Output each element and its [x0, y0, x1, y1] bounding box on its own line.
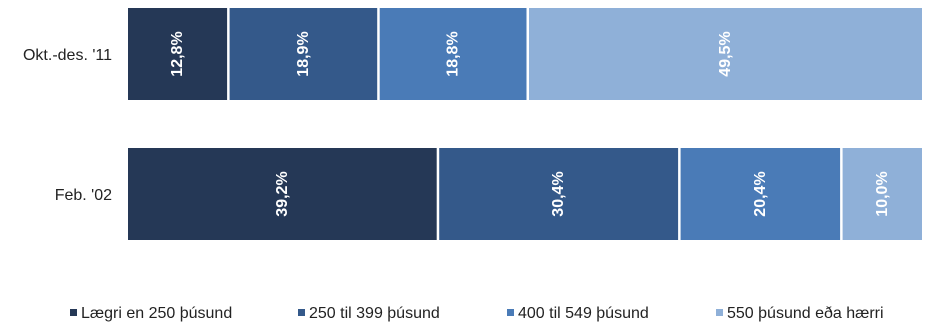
legend-swatch	[70, 309, 77, 316]
bars-group: 12,8% 18,9% 18,8% 49,5% 39,2% 30,4% 20,4% 10,0%	[128, 8, 922, 240]
legend-item: 400 til 549 þúsund	[507, 305, 649, 322]
bar-segment	[128, 8, 228, 100]
data-label: 49,5%	[717, 31, 734, 76]
bar-segment	[439, 148, 679, 240]
data-label: 10,0%	[874, 171, 891, 216]
data-label: 30,4%	[550, 171, 567, 216]
category-label: Feb. '02	[55, 187, 112, 204]
legend: Lægri en 250 þúsund 250 til 399 þúsund 400…	[70, 305, 884, 322]
legend-label: Lægri en 250 þúsund	[81, 305, 232, 322]
category-label: Okt.-des. '11	[23, 47, 112, 64]
bar-segment	[229, 8, 378, 100]
bar-segment	[842, 148, 922, 240]
bar-segment	[529, 8, 922, 100]
legend-label: 250 til 399 þúsund	[309, 305, 440, 322]
bar-segment	[379, 8, 527, 100]
legend-item: 250 til 399 þúsund	[298, 305, 440, 322]
bar-segment	[680, 148, 841, 240]
legend-item: 550 þúsund eða hærri	[716, 305, 884, 322]
data-label: 39,2%	[274, 171, 291, 216]
legend-label: 400 til 549 þúsund	[518, 305, 649, 322]
legend-swatch	[298, 309, 305, 316]
legend-label: 550 þúsund eða hærri	[727, 305, 884, 322]
data-label: 12,8%	[169, 31, 186, 76]
data-label: 18,8%	[445, 31, 462, 76]
bar-segment	[128, 148, 437, 240]
category-labels: Okt.-des. '11 Feb. '02	[23, 47, 112, 204]
data-label: 18,9%	[295, 31, 312, 76]
legend-swatch	[716, 309, 723, 316]
data-label: 20,4%	[752, 171, 769, 216]
legend-swatch	[507, 309, 514, 316]
legend-item: Lægri en 250 þúsund	[70, 305, 232, 322]
